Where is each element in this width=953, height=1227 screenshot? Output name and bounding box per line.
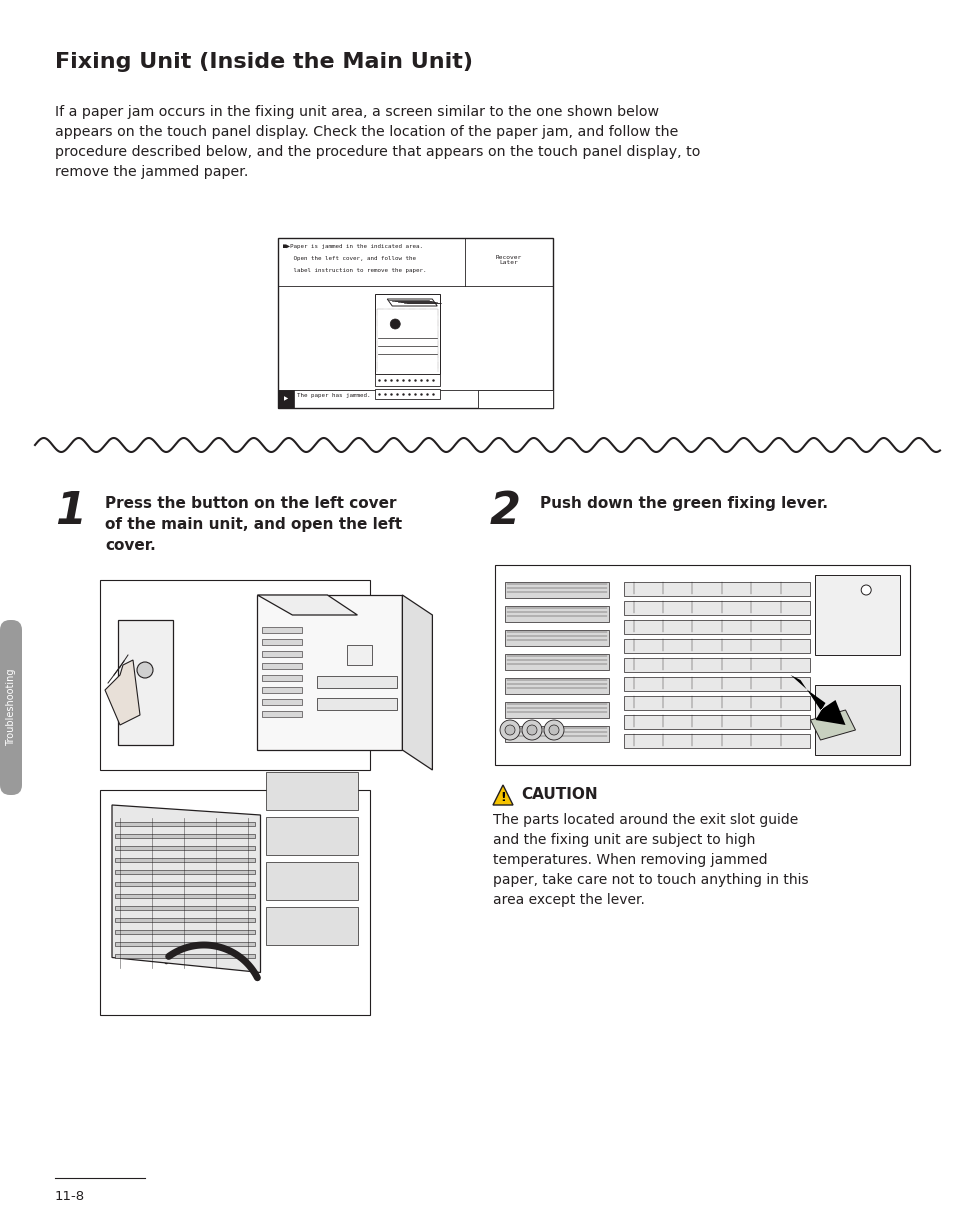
Bar xyxy=(115,955,255,958)
Bar xyxy=(504,654,608,670)
Text: !: ! xyxy=(499,791,505,804)
Text: Recover
Later: Recover Later xyxy=(496,254,521,265)
Bar xyxy=(623,639,810,653)
Bar xyxy=(262,627,302,633)
Polygon shape xyxy=(780,670,844,725)
Bar xyxy=(623,601,810,615)
Bar xyxy=(623,582,810,596)
Bar xyxy=(317,698,397,710)
Circle shape xyxy=(543,720,563,740)
Bar xyxy=(266,772,357,810)
Bar xyxy=(504,679,608,694)
FancyBboxPatch shape xyxy=(0,620,22,795)
Bar xyxy=(375,374,439,387)
Bar xyxy=(100,580,370,771)
Polygon shape xyxy=(402,595,432,771)
Text: If a paper jam occurs in the fixing unit area, a screen similar to the one shown: If a paper jam occurs in the fixing unit… xyxy=(55,106,700,179)
Bar xyxy=(815,685,899,755)
Bar xyxy=(115,834,255,838)
Bar xyxy=(266,817,357,855)
Text: 11-8: 11-8 xyxy=(55,1190,85,1202)
Bar xyxy=(118,620,172,745)
Circle shape xyxy=(548,725,558,735)
Text: Fixing Unit (Inside the Main Unit): Fixing Unit (Inside the Main Unit) xyxy=(55,52,473,72)
Bar xyxy=(504,606,608,622)
Bar xyxy=(623,696,810,710)
Text: CAUTION: CAUTION xyxy=(520,787,597,802)
Text: ▶: ▶ xyxy=(284,396,288,401)
Text: label instruction to remove the paper.: label instruction to remove the paper. xyxy=(283,267,426,272)
Bar xyxy=(262,675,302,681)
Text: Push down the green fixing lever.: Push down the green fixing lever. xyxy=(539,496,827,510)
Bar xyxy=(115,918,255,921)
Text: Press the button on the left cover
of the main unit, and open the left
cover.: Press the button on the left cover of th… xyxy=(105,496,402,553)
Bar xyxy=(375,389,439,399)
Circle shape xyxy=(504,725,515,735)
Polygon shape xyxy=(112,805,260,973)
Circle shape xyxy=(137,663,152,679)
Circle shape xyxy=(499,720,519,740)
Bar xyxy=(262,699,302,706)
Bar xyxy=(477,390,553,409)
Circle shape xyxy=(861,585,870,595)
Bar xyxy=(623,658,810,672)
Bar xyxy=(623,620,810,634)
Bar xyxy=(504,726,608,742)
Polygon shape xyxy=(493,785,513,805)
Polygon shape xyxy=(105,660,140,725)
Bar xyxy=(257,595,402,750)
Bar xyxy=(623,677,810,691)
Bar xyxy=(504,702,608,718)
Text: ■▶Paper is jammed in the indicated area.: ■▶Paper is jammed in the indicated area. xyxy=(283,244,422,249)
Text: 2: 2 xyxy=(490,490,520,533)
Text: 1: 1 xyxy=(55,490,86,533)
Bar xyxy=(266,863,357,899)
Bar xyxy=(262,710,302,717)
Circle shape xyxy=(521,720,541,740)
Circle shape xyxy=(390,319,400,329)
Bar xyxy=(115,894,255,898)
Bar xyxy=(100,790,370,1015)
Bar xyxy=(262,687,302,693)
Bar xyxy=(266,907,357,945)
Polygon shape xyxy=(810,710,855,740)
Bar xyxy=(115,882,255,886)
Bar xyxy=(262,663,302,669)
Bar xyxy=(115,906,255,910)
Bar xyxy=(815,575,899,655)
Text: The paper has jammed.: The paper has jammed. xyxy=(296,393,370,398)
Bar xyxy=(115,870,255,874)
Bar xyxy=(495,564,909,764)
Text: Open the left cover, and follow the: Open the left cover, and follow the xyxy=(283,256,416,261)
Bar xyxy=(115,858,255,863)
Polygon shape xyxy=(257,595,357,615)
Bar xyxy=(375,294,439,374)
Bar xyxy=(277,390,294,409)
Text: System Monitor: System Monitor xyxy=(491,396,539,401)
Bar xyxy=(115,822,255,826)
Bar xyxy=(115,942,255,946)
Text: Troubleshooting: Troubleshooting xyxy=(6,669,16,746)
Bar xyxy=(623,734,810,748)
Bar xyxy=(623,715,810,729)
Circle shape xyxy=(526,725,537,735)
Text: The parts located around the exit slot guide
and the fixing unit are subject to : The parts located around the exit slot g… xyxy=(493,814,808,907)
Bar xyxy=(115,845,255,850)
Polygon shape xyxy=(387,299,436,306)
Bar xyxy=(504,629,608,645)
Bar xyxy=(347,645,372,665)
Bar xyxy=(317,676,397,688)
Bar xyxy=(115,930,255,934)
Bar xyxy=(262,639,302,645)
Bar xyxy=(262,652,302,656)
Bar xyxy=(504,582,608,598)
Bar xyxy=(277,238,553,409)
